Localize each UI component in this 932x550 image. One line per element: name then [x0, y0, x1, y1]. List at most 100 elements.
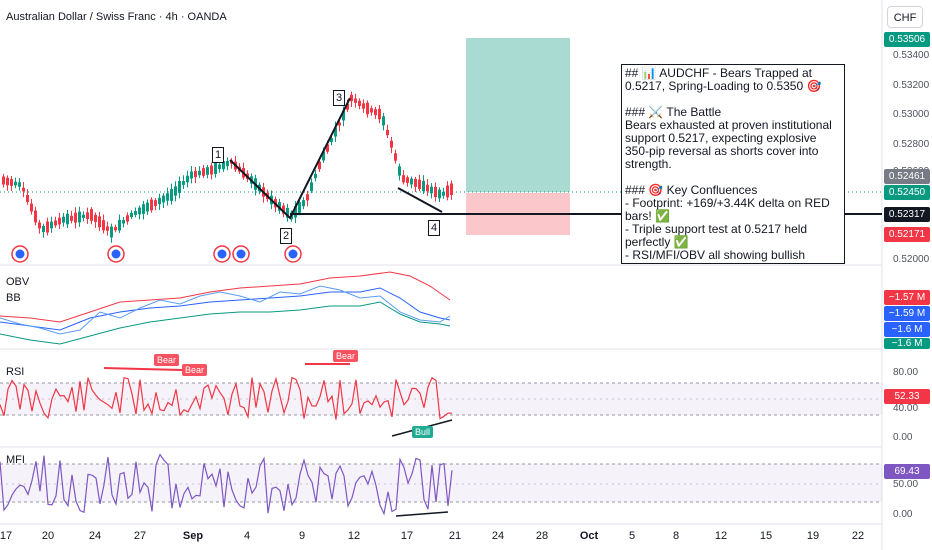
candle	[434, 186, 437, 198]
candle	[146, 202, 149, 212]
wave-label-3[interactable]: 3	[333, 90, 346, 106]
take-profit-zone	[466, 38, 570, 192]
candle	[294, 206, 297, 218]
candle	[342, 110, 345, 121]
candle	[158, 197, 161, 205]
candle	[298, 202, 301, 213]
candle	[390, 140, 393, 148]
obv-value-tag: −1.59 M	[884, 306, 930, 321]
mfi-axis-label: 50.00	[893, 479, 919, 490]
candle	[194, 170, 197, 178]
candle	[150, 199, 153, 211]
wave-label-2[interactable]: 2	[280, 228, 293, 244]
date-label: 12	[347, 530, 361, 542]
candle	[286, 207, 289, 218]
wave-label-4[interactable]: 4	[428, 220, 441, 236]
candle	[74, 212, 77, 223]
candle	[410, 178, 413, 185]
candle	[318, 161, 321, 170]
date-label: 9	[298, 530, 306, 542]
date-label: 17	[400, 530, 414, 542]
symbol-title[interactable]: Australian Dollar / Swiss Franc · 4h · O…	[6, 11, 227, 23]
candle	[162, 195, 165, 203]
date-label: Sep	[182, 530, 204, 542]
candle	[118, 219, 121, 231]
candle	[110, 226, 113, 238]
candle	[438, 189, 441, 199]
candle	[122, 220, 125, 224]
bear-divergence-badge: Bear	[154, 354, 180, 366]
candle	[142, 204, 145, 214]
candle	[2, 176, 5, 185]
candle	[98, 216, 101, 228]
currency-button[interactable]: CHF	[887, 6, 923, 28]
candle	[382, 116, 385, 126]
date-label: 20	[41, 530, 55, 542]
bb-label[interactable]: BB	[6, 292, 21, 304]
mfi-value-tag: 69.43	[884, 464, 930, 479]
candle	[222, 161, 225, 170]
obv-label[interactable]: OBV	[6, 276, 30, 288]
candle	[70, 215, 73, 221]
candle	[190, 171, 193, 179]
candle	[362, 103, 365, 109]
candle	[374, 109, 377, 116]
candle	[170, 189, 173, 201]
date-label: 27	[133, 530, 147, 542]
candlestick-series	[2, 91, 453, 243]
wave-label-1[interactable]: 1	[212, 147, 225, 163]
candle	[402, 175, 405, 183]
current-price-tag: 0.52450	[884, 185, 930, 200]
mfi-axis-label: 0.00	[893, 509, 913, 520]
rsi-label[interactable]: RSI	[6, 366, 25, 378]
candle	[446, 185, 449, 198]
obv-red-line	[0, 271, 451, 323]
candle	[126, 215, 129, 222]
date-label: 15	[759, 530, 773, 542]
candle	[138, 207, 141, 215]
candle	[22, 187, 25, 192]
date-label: 24	[88, 530, 102, 542]
candle	[166, 193, 169, 201]
candle	[430, 186, 433, 194]
candle	[34, 210, 37, 223]
candle	[214, 162, 217, 174]
candle	[134, 211, 137, 215]
obv-value-tag: −1.6 M	[884, 322, 930, 337]
bear-divergence-badge: Bear	[182, 364, 208, 376]
candle	[130, 212, 133, 218]
candle	[30, 203, 33, 212]
bear-divergence-badge: Bear	[333, 350, 359, 362]
candle	[334, 127, 337, 137]
candle	[66, 213, 69, 225]
candle	[378, 108, 381, 120]
bull-divergence-badge: Bull	[412, 426, 434, 438]
candle	[210, 165, 213, 175]
date-label: 24	[491, 530, 505, 542]
candle	[358, 100, 361, 106]
candle	[330, 138, 333, 142]
candle	[10, 179, 13, 186]
candle	[38, 222, 41, 229]
candle	[58, 217, 61, 225]
rsi-axis-label: 40.00	[893, 403, 919, 414]
stop-price-tag: 0.52171	[884, 227, 930, 242]
date-label: Oct	[579, 530, 599, 542]
candle	[154, 200, 157, 206]
candle	[218, 164, 221, 170]
price-axis-label: 0.53400	[893, 50, 930, 61]
candle	[206, 167, 209, 175]
analysis-note[interactable]: ## 📊 AUDCHF - Bears Trapped at 0.5217, S…	[621, 64, 845, 264]
candle	[90, 209, 93, 221]
candle	[418, 179, 421, 189]
target-price-tag: 0.53506	[884, 32, 930, 47]
candle	[182, 181, 185, 185]
candle	[366, 102, 369, 115]
candle	[302, 200, 305, 207]
mfi-label[interactable]: MFI	[6, 454, 25, 466]
candle	[394, 153, 397, 161]
candle	[202, 168, 205, 176]
candle	[354, 98, 357, 103]
date-label: 12	[714, 530, 728, 542]
